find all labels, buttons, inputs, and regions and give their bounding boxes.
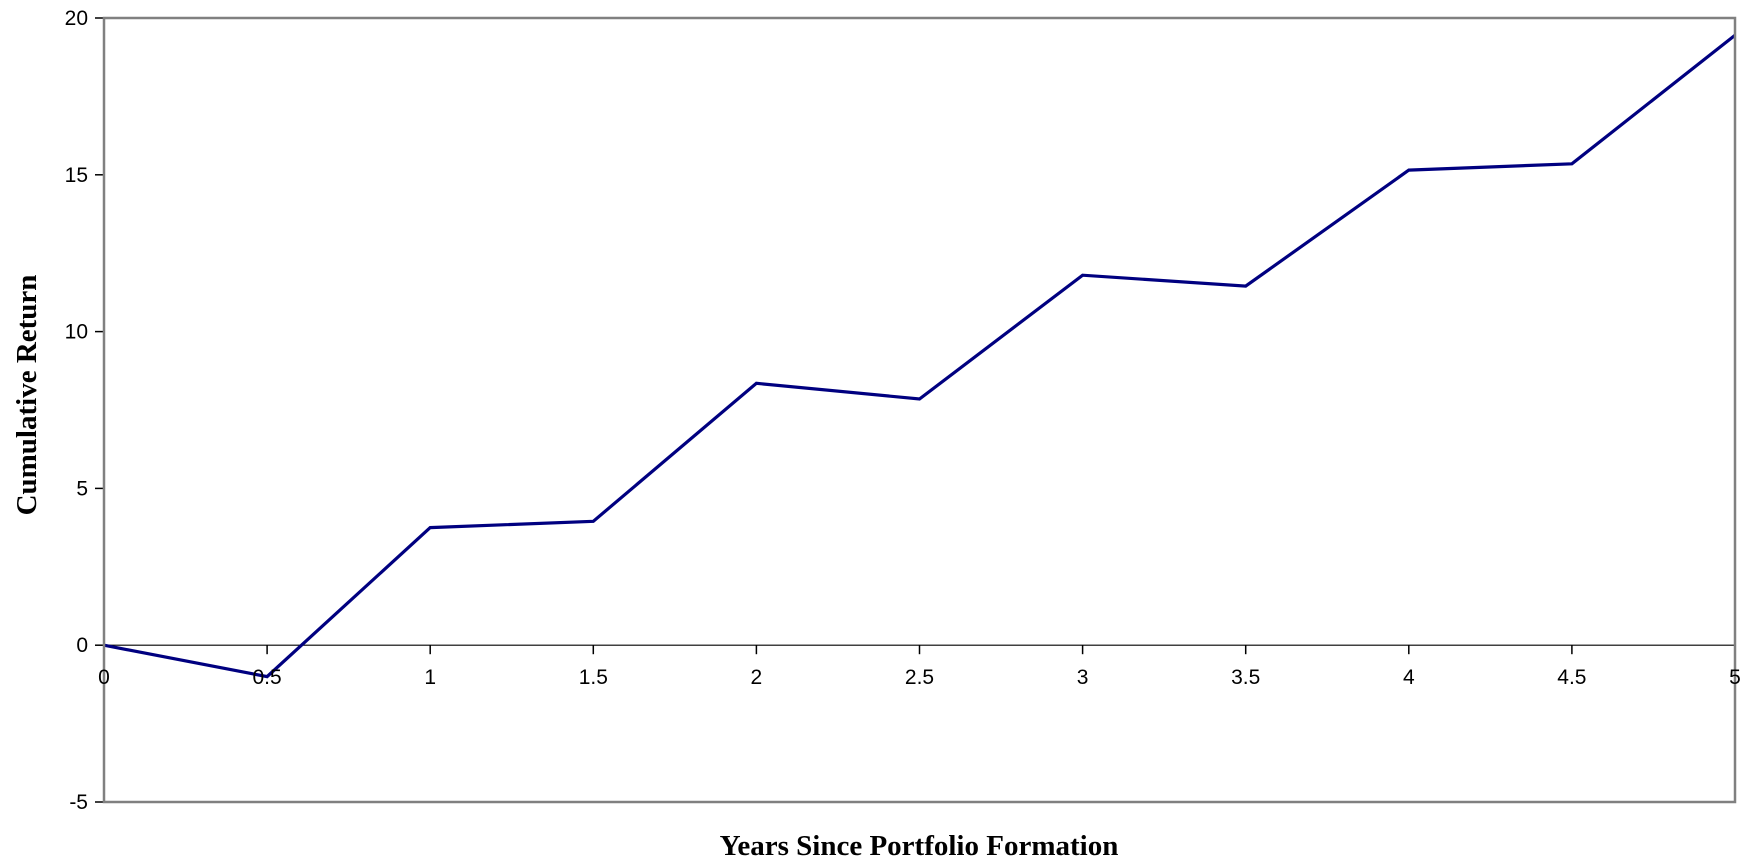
y-tick-label: 5 bbox=[76, 477, 88, 500]
x-tick-label: 2.5 bbox=[905, 666, 934, 689]
x-tick-label: 3.5 bbox=[1231, 666, 1260, 689]
y-tick-label: 0 bbox=[76, 634, 88, 657]
x-tick-label: 4.5 bbox=[1557, 666, 1586, 689]
x-tick-label: 2 bbox=[751, 666, 763, 689]
x-tick-label: 3 bbox=[1077, 666, 1089, 689]
y-axis-title: Cumulative Return bbox=[11, 275, 43, 516]
x-tick-label: 1 bbox=[424, 666, 436, 689]
x-tick-label: 4 bbox=[1403, 666, 1415, 689]
x-tick-label: 0 bbox=[98, 666, 110, 689]
x-tick-labels: 0 0.5 1 1.5 2 2.5 3 3.5 4 4.5 5 bbox=[98, 666, 1741, 689]
y-tick-label: -5 bbox=[69, 791, 88, 814]
x-tick-label: 1.5 bbox=[579, 666, 608, 689]
y-tick-label: 10 bbox=[65, 321, 88, 344]
x-tick-label: 5 bbox=[1729, 666, 1741, 689]
plot-border bbox=[102, 16, 1737, 804]
plot-area bbox=[104, 18, 1735, 802]
y-axis-ticks bbox=[95, 17, 104, 803]
x-axis-ticks bbox=[103, 645, 1736, 655]
y-tick-labels: -5 0 5 10 15 20 bbox=[65, 7, 88, 814]
x-tick-label: 0.5 bbox=[252, 666, 281, 689]
y-tick-label: 15 bbox=[65, 164, 88, 187]
x-axis-title: Years Since Portfolio Formation bbox=[720, 830, 1119, 858]
y-tick-label: 20 bbox=[65, 7, 88, 30]
